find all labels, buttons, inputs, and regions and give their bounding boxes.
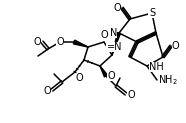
Polygon shape — [100, 66, 108, 77]
Text: O: O — [172, 41, 180, 51]
Text: O: O — [43, 86, 51, 96]
Text: O: O — [113, 3, 121, 13]
Text: O: O — [76, 73, 84, 83]
Polygon shape — [73, 40, 88, 47]
Text: NH: NH — [149, 62, 164, 72]
Text: O: O — [127, 90, 135, 100]
Text: NH$_2$: NH$_2$ — [158, 73, 178, 87]
Text: =N: =N — [107, 42, 122, 52]
Text: O: O — [100, 30, 108, 40]
Text: O: O — [107, 71, 115, 81]
Text: O: O — [33, 37, 41, 47]
Text: O: O — [56, 37, 64, 47]
Text: S: S — [149, 8, 155, 18]
Polygon shape — [112, 33, 120, 55]
Text: N: N — [110, 28, 117, 38]
